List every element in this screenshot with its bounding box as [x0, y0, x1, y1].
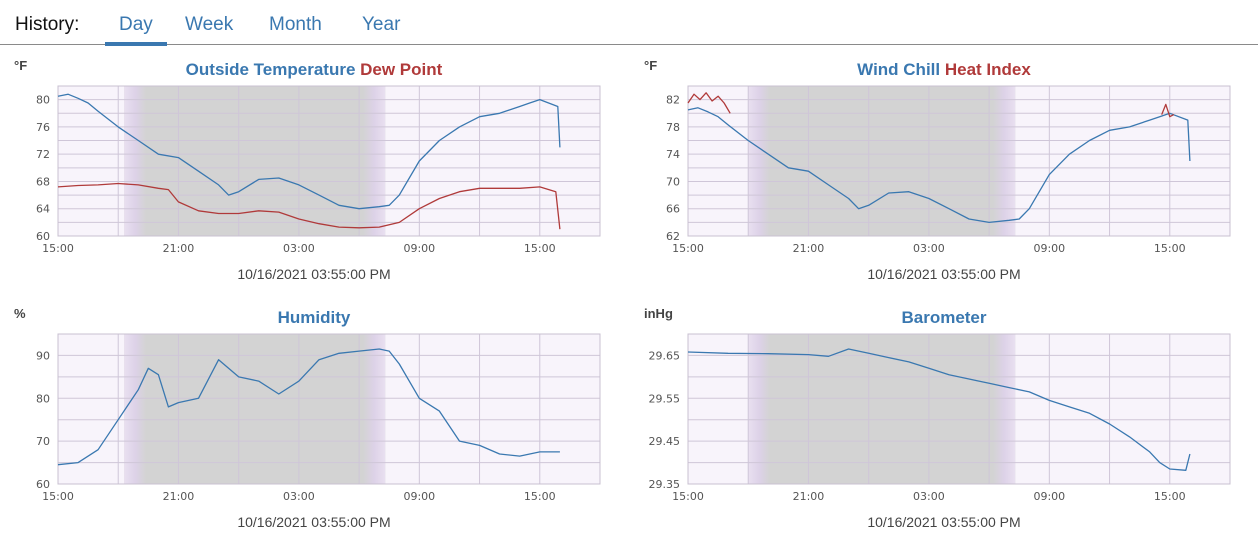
chart-title-part: Barometer [901, 308, 987, 327]
y-tick-label: 80 [36, 392, 50, 405]
y-tick-label: 29.55 [649, 392, 681, 405]
x-tick-label: 03:00 [913, 242, 945, 255]
x-tick-label: 09:00 [403, 490, 435, 503]
chart-unit-label: °F [14, 58, 28, 73]
y-tick-label: 74 [666, 148, 680, 161]
chart-unit-label: % [14, 306, 26, 321]
x-tick-label: 03:00 [913, 490, 945, 503]
x-tick-label: 15:00 [672, 490, 704, 503]
dusk-shade [124, 86, 147, 236]
chart-timestamp: 10/16/2021 03:55:00 PM [237, 266, 391, 282]
y-tick-label: 72 [36, 148, 50, 161]
dawn-shade [363, 86, 386, 236]
x-tick-label: 15:00 [42, 242, 74, 255]
y-tick-label: 66 [666, 203, 680, 216]
y-tick-label: 64 [36, 203, 50, 216]
dawn-shade [993, 86, 1016, 236]
history-tab-bar: History: Day Week Month Year [0, 0, 1258, 46]
dusk-shade [748, 86, 771, 236]
series-line [687, 107, 1191, 224]
chart-unit-label: °F [644, 58, 658, 73]
y-tick-label: 78 [666, 121, 680, 134]
x-tick-label: 15:00 [672, 242, 704, 255]
night-shade [748, 86, 1016, 236]
x-tick-label: 15:00 [42, 490, 74, 503]
x-tick-label: 03:00 [283, 490, 315, 503]
chart-title: Wind Chill Heat Index [644, 60, 1244, 80]
chart-plot: 60 64 68 72 76 80 15:00 21:00 03:00 09:00 15:00 [36, 85, 601, 255]
y-tick-label: 76 [36, 121, 50, 134]
dusk-shade [748, 334, 771, 484]
y-tick-label: 60 [36, 478, 50, 491]
series-line [687, 348, 1191, 471]
series-line [57, 93, 561, 210]
chart-timestamp: 10/16/2021 03:55:00 PM [867, 514, 1021, 530]
y-tick-label: 29.65 [649, 349, 681, 362]
x-tick-label: 21:00 [793, 490, 825, 503]
dusk-shade [124, 334, 147, 484]
tab-month[interactable]: Month [269, 14, 322, 35]
x-tick-label: 03:00 [283, 242, 315, 255]
chart-timestamp: 10/16/2021 03:55:00 PM [867, 266, 1021, 282]
plot-border [57, 333, 601, 485]
plot-border [687, 85, 1231, 237]
y-tick-label: 62 [666, 230, 680, 243]
series-line [57, 348, 560, 466]
night-shade [124, 334, 386, 484]
night-shade [748, 334, 1016, 484]
chart-plot: 62 66 70 74 78 82 15:00 21:00 03:00 09:00 15:00 [666, 85, 1231, 255]
series-line [57, 182, 561, 230]
chart-title: Barometer [644, 308, 1244, 328]
tab-day[interactable]: Day [105, 14, 167, 46]
chart-title-part: Heat Index [940, 60, 1031, 79]
chart-title: Humidity [14, 308, 614, 328]
x-tick-label: 21:00 [163, 490, 195, 503]
x-tick-label: 21:00 [163, 242, 195, 255]
chart-title: Outside Temperature Dew Point [14, 60, 614, 80]
chart-title-part: Outside Temperature [185, 60, 356, 79]
x-tick-label: 15:00 [1154, 490, 1186, 503]
y-tick-label: 29.35 [649, 478, 681, 491]
tab-week[interactable]: Week [185, 14, 234, 35]
y-tick-label: 80 [36, 94, 50, 107]
series-line [1161, 103, 1175, 118]
y-tick-label: 90 [36, 349, 50, 362]
chart-title-part: Dew Point [355, 60, 443, 79]
plot-border [57, 85, 601, 237]
y-tick-label: 70 [666, 175, 680, 188]
x-tick-label: 09:00 [403, 242, 435, 255]
history-label: History: [15, 14, 80, 35]
chart-title-part: Wind Chill [857, 60, 941, 79]
chart-plot: 60 70 80 90 15:00 21:00 03:00 09:00 15:00 [36, 333, 601, 503]
x-tick-label: 09:00 [1033, 490, 1065, 503]
x-tick-label: 09:00 [1033, 242, 1065, 255]
chart-outside-temperature: °F Outside Temperature Dew Point 60 64 68 7… [14, 52, 614, 302]
chart-unit-label: inHg [644, 306, 673, 321]
x-tick-label: 21:00 [793, 242, 825, 255]
chart-plot: 29.35 29.45 29.55 29.65 15:00 21:00 03:00 09:00… [649, 333, 1231, 503]
x-tick-label: 15:00 [524, 490, 556, 503]
y-tick-label: 82 [666, 94, 680, 107]
y-tick-label: 60 [36, 230, 50, 243]
plot-border [687, 333, 1231, 485]
dawn-shade [993, 334, 1016, 484]
y-tick-label: 68 [36, 175, 50, 188]
chart-humidity: % Humidity 60 70 80 90 15:00 21:00 03:00 09:00 1… [14, 300, 614, 550]
chart-timestamp: 10/16/2021 03:55:00 PM [237, 514, 391, 530]
x-tick-label: 15:00 [1154, 242, 1186, 255]
dawn-shade [363, 334, 386, 484]
x-tick-label: 15:00 [524, 242, 556, 255]
tab-year[interactable]: Year [362, 14, 401, 35]
night-shade [124, 86, 386, 236]
chart-wind-chill-heat-index: °F Wind Chill Heat Index 62 66 70 74 78 82 15:… [644, 52, 1244, 302]
y-tick-label: 70 [36, 435, 50, 448]
chart-barometer: inHg Barometer 29.35 29.45 29.55 29.65 15:00… [644, 300, 1244, 550]
y-tick-label: 29.45 [649, 435, 681, 448]
chart-title-part: Humidity [277, 308, 351, 327]
series-line [687, 92, 731, 114]
